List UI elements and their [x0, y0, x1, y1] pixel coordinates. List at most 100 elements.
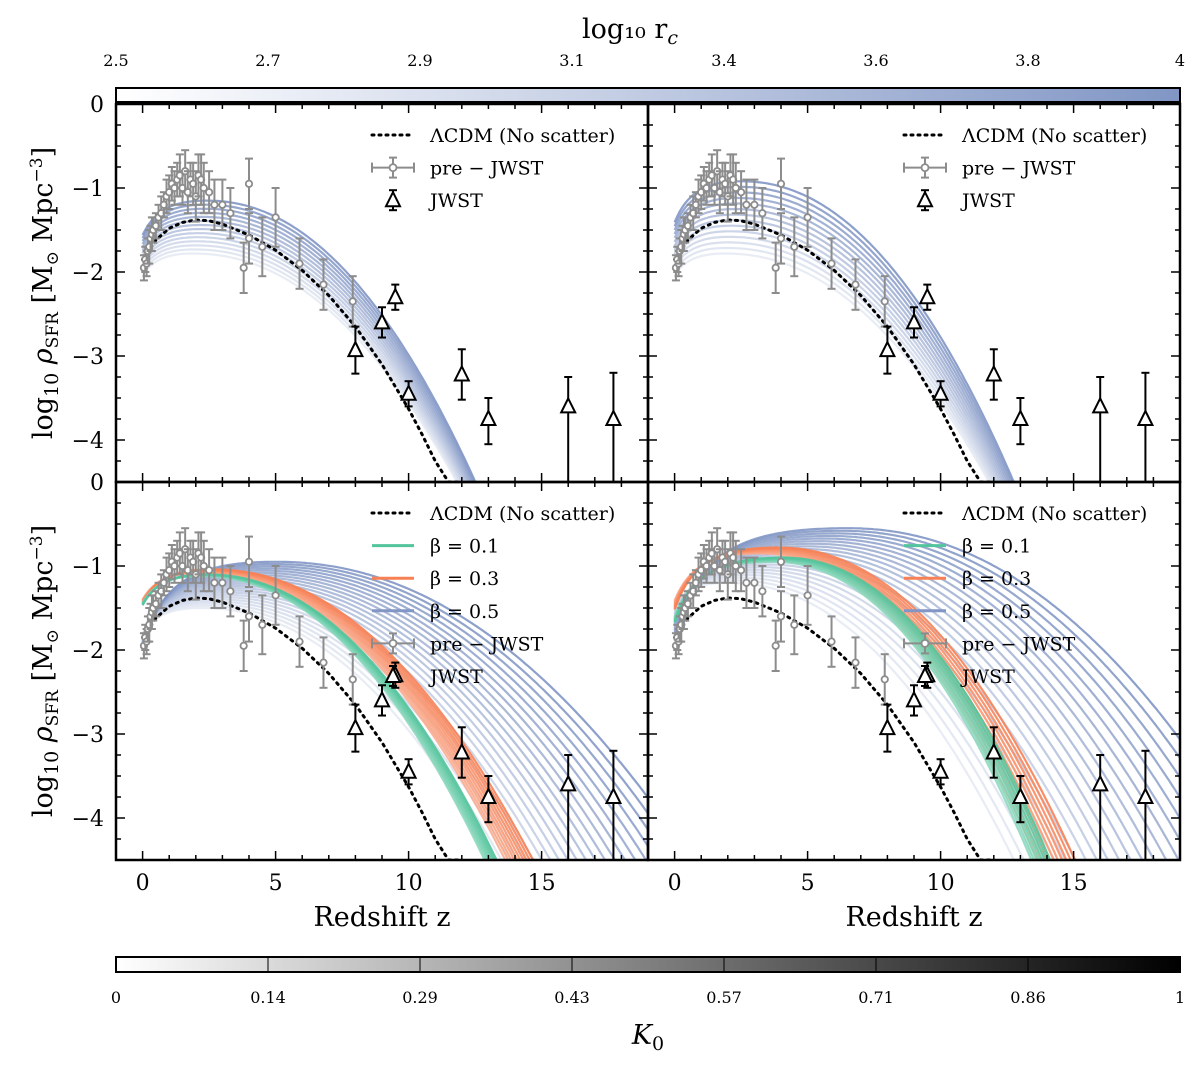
prejwst-point — [827, 615, 836, 668]
legend: ΛCDM (No scatter) β = 0.1 β = 0.3 β = 0.5 pr… — [370, 503, 615, 688]
x-tick-label: 15 — [528, 871, 556, 896]
lcdm-curve — [673, 218, 996, 482]
prejwst-point — [244, 535, 254, 588]
jwst-points — [878, 283, 1155, 482]
prejwst-point — [758, 565, 767, 618]
prejwst-point — [880, 653, 889, 706]
model-curve — [673, 252, 991, 482]
jwst-point — [346, 703, 365, 753]
prejwst-point — [218, 556, 227, 609]
legend-label: ΛCDM (No scatter) — [429, 125, 615, 147]
colorbar-bottom-tick-labels: 0 0.14 0.29 0.43 0.57 0.71 0.86 1 — [111, 957, 1185, 1007]
x-tick-label: 5 — [269, 871, 283, 896]
prejwst-point — [803, 565, 812, 626]
prejwst-point — [742, 556, 751, 609]
legend-label: pre − JWST — [430, 633, 544, 655]
colorbar-bottom-tick-label: 1 — [1175, 988, 1185, 1007]
prejwst-point — [205, 548, 214, 593]
x-axis-label-left: Redshift z — [313, 902, 450, 933]
model-curve — [141, 203, 476, 482]
jwst-point — [453, 348, 471, 401]
axis-ticks — [648, 481, 1180, 861]
colorbar-top-tick-label: 2.5 — [103, 51, 128, 70]
model-curve — [673, 246, 993, 482]
prejwst-point — [750, 178, 759, 231]
model-curve — [141, 587, 570, 860]
model-curve — [141, 248, 460, 482]
model-curve — [673, 546, 1077, 860]
lcdm-curve — [673, 596, 996, 860]
y-tick-label: 0 — [90, 93, 104, 118]
axis-ticks — [116, 481, 648, 861]
jwst-point — [1091, 754, 1109, 860]
model-curve — [673, 537, 1180, 819]
colorbar-top-tick-label: 3.1 — [559, 51, 584, 70]
y-axis-label-top: log10 ρSFR [M⊙ Mpc−3] — [27, 147, 63, 439]
jwst-point — [373, 306, 391, 339]
model-curve — [673, 213, 1004, 482]
jwst-point — [1136, 371, 1155, 482]
prejwst-point — [731, 539, 740, 593]
y-tick-label: −4 — [72, 807, 104, 832]
prejwst-point — [776, 590, 786, 643]
jwst-points — [346, 661, 623, 860]
model-curve — [673, 540, 1180, 841]
jwst-point — [1011, 397, 1030, 446]
legend-item-prejwst: pre − JWST — [371, 632, 544, 655]
prejwst-point — [750, 556, 759, 609]
model-curve — [673, 532, 1180, 779]
legend-label: JWST — [428, 666, 483, 688]
legend-item-prejwst: pre − JWST — [371, 156, 544, 180]
legend-label: β = 0.5 — [430, 601, 499, 623]
prejwst-point — [319, 258, 328, 311]
model-curve — [673, 241, 995, 482]
legend-label: ΛCDM (No scatter) — [961, 503, 1147, 525]
legend: ΛCDM (No scatter) pre − JWST JWST — [902, 125, 1147, 212]
legend-label: β = 0.3 — [430, 568, 499, 590]
prejwst-point — [244, 212, 254, 265]
jwst-point — [346, 325, 365, 375]
colorbar-top-tick-label: 2.9 — [407, 51, 432, 70]
plot-area — [671, 149, 1155, 482]
legend-label: β = 0.1 — [962, 536, 1031, 558]
legend-item-jwst: JWST — [384, 189, 483, 212]
prejwst-point — [758, 187, 767, 240]
legend-item-jwst: JWST — [916, 189, 1015, 212]
colorbar-bottom-bar — [115, 956, 1181, 973]
legend-item-beta_0.3: β = 0.3 — [372, 568, 499, 590]
prejwst-points — [671, 149, 889, 328]
plot-area — [139, 527, 648, 860]
legend-item-jwst: JWST — [384, 665, 483, 688]
x-tick-label: 15 — [1060, 871, 1088, 896]
prejwst-points — [139, 149, 357, 328]
model-curve — [141, 580, 597, 860]
jwst-point — [1011, 775, 1030, 824]
x-tick-label: 10 — [395, 871, 423, 896]
x-tick-label: 5 — [801, 871, 815, 896]
y-axis-label-bottom-text: log10 ρSFR [M⊙ Mpc−3] — [27, 525, 63, 817]
colorbar-top-tick-label: 3.6 — [863, 51, 888, 70]
jwst-point — [479, 397, 498, 446]
x-tick-label: 0 — [136, 871, 150, 896]
model-curve — [673, 547, 1156, 860]
model-family-beta_0.3 — [141, 568, 535, 860]
model-curve — [141, 578, 607, 860]
model-curve — [141, 215, 472, 482]
legend: ΛCDM (No scatter) pre − JWST JWST — [370, 125, 615, 212]
y-tick-label: 0 — [90, 471, 104, 496]
jwst-point — [905, 684, 923, 717]
prejwst-point — [271, 187, 280, 248]
legend-item-prejwst: pre − JWST — [903, 632, 1076, 655]
model-curve — [141, 232, 466, 482]
colorbar-top-tick-labels: 2.5 2.7 2.9 3.1 3.4 3.6 3.8 4 — [103, 51, 1185, 102]
legend-item-beta_0.5: β = 0.5 — [372, 601, 499, 623]
prejwst-point — [205, 170, 214, 215]
prejwst-point — [199, 161, 208, 215]
legend-label: JWST — [960, 190, 1015, 212]
prejwst-point — [851, 258, 860, 311]
model-curve — [673, 224, 1001, 482]
jwst-point — [453, 726, 471, 779]
prejwst-point — [803, 187, 812, 248]
x-axis-label-right: Redshift z — [845, 902, 982, 933]
